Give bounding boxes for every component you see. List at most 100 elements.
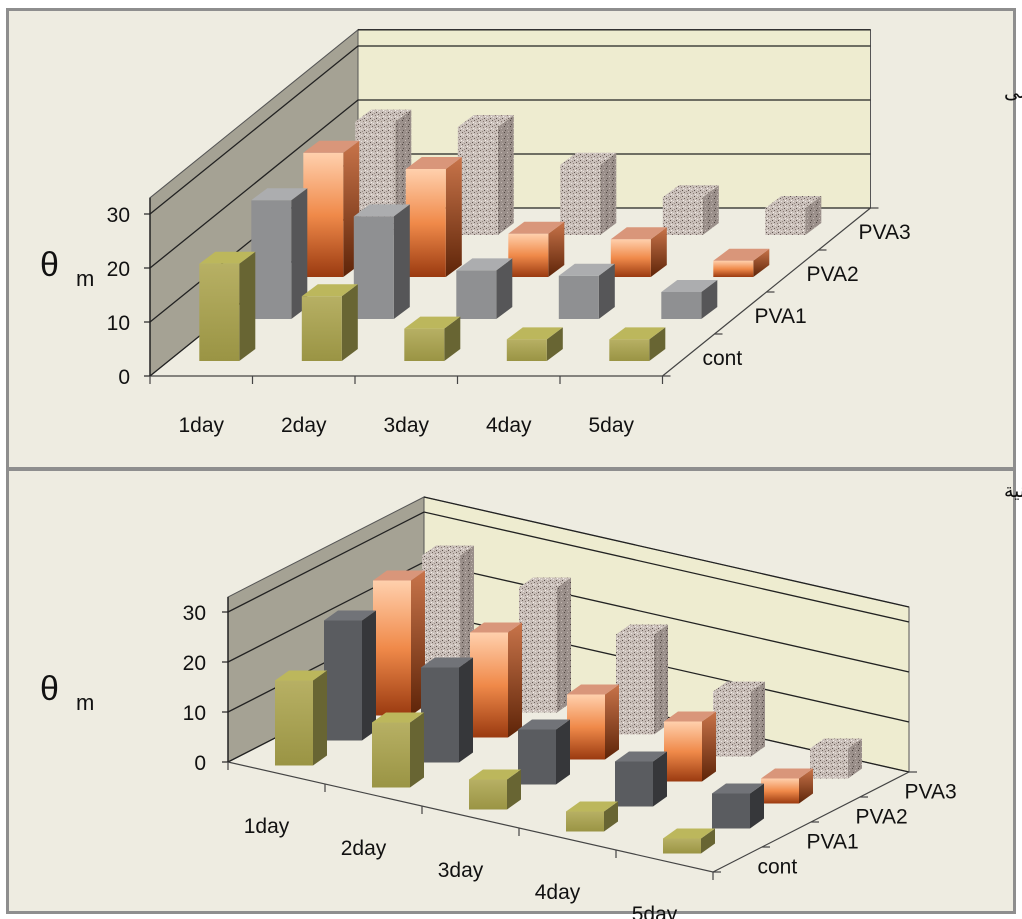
bar-front xyxy=(560,164,601,235)
bar-side xyxy=(799,768,813,804)
bar-top xyxy=(518,719,570,730)
bar-front xyxy=(661,292,702,319)
bar-PVA3-2day xyxy=(519,577,571,713)
bar-side xyxy=(410,712,424,788)
bar-cont-3day xyxy=(469,769,521,810)
bar-side xyxy=(605,684,619,760)
series-label: cont xyxy=(703,347,743,370)
series-label: PVA3 xyxy=(905,781,957,804)
bar-front xyxy=(609,339,650,361)
bar-top xyxy=(761,768,813,779)
gridline xyxy=(149,45,871,215)
category-label: 4day xyxy=(486,414,532,437)
bar-front xyxy=(457,127,498,235)
category-label: 3day xyxy=(383,414,429,437)
bar-top xyxy=(199,251,256,264)
bar-PVA1-3day xyxy=(456,258,513,319)
bar-PVA1-1day xyxy=(251,188,308,319)
y-tick-label: 20 xyxy=(183,652,206,675)
bar-top xyxy=(421,657,473,668)
bar-side xyxy=(702,185,719,235)
bar-PVA1-5day xyxy=(661,280,718,319)
category-label: 2day xyxy=(281,414,327,437)
bar-side xyxy=(848,738,862,779)
bar-PVA1-2day xyxy=(421,657,473,763)
bar-top xyxy=(616,624,668,635)
bar-top xyxy=(765,196,822,208)
bar-side xyxy=(445,157,462,277)
bar-top xyxy=(373,570,425,581)
bar-PVA3-3day xyxy=(560,152,617,235)
bar-front xyxy=(301,296,342,361)
bar-cont-2day xyxy=(301,284,358,361)
bar-side xyxy=(459,657,473,763)
bar-cont-5day xyxy=(609,327,666,361)
bar-top xyxy=(712,783,764,794)
bar-PVA2-4day xyxy=(664,711,716,782)
category-label: 2day xyxy=(341,837,387,860)
bar-top xyxy=(609,327,666,340)
bar-top xyxy=(456,258,513,271)
series-label: PVA3 xyxy=(859,221,911,244)
bar-side xyxy=(444,316,461,361)
series-label: cont xyxy=(758,856,798,879)
bar-PVA2-2day xyxy=(470,622,522,738)
bar-top xyxy=(457,115,514,127)
bar-top xyxy=(301,284,358,297)
bar-front xyxy=(422,555,460,691)
gridline xyxy=(149,99,871,269)
bar-side xyxy=(653,751,667,807)
bar-top xyxy=(566,801,618,812)
bar-top xyxy=(470,622,522,633)
bar-top xyxy=(324,610,376,621)
bar-PVA1-2day xyxy=(353,204,410,319)
bar-front xyxy=(663,838,701,854)
bar-front xyxy=(610,239,651,277)
bar-front xyxy=(712,793,750,829)
bar-front xyxy=(664,721,702,782)
bar-front xyxy=(405,169,446,277)
y-axis-label: θ xyxy=(40,246,59,284)
category-label: 1day xyxy=(178,414,224,437)
y-axis-label-subscript: m xyxy=(76,266,94,291)
bar-PVA1-5day xyxy=(712,783,764,829)
bar-side xyxy=(362,610,376,741)
y-tick-label: 30 xyxy=(183,602,206,625)
bar-PVA3-4day xyxy=(713,681,765,757)
bar-top xyxy=(251,188,308,201)
bar-PVA3-5day xyxy=(810,738,862,779)
bar-top xyxy=(469,769,521,780)
bar-side xyxy=(507,769,521,810)
bar-PVA2-1day xyxy=(303,140,360,277)
bar-top xyxy=(519,577,571,588)
y-axis-label: θ xyxy=(40,670,59,708)
bar-top xyxy=(303,140,360,153)
bar-PVA3-2day xyxy=(457,115,514,235)
bar-PVA1-3day xyxy=(518,719,570,785)
bar-front xyxy=(558,275,599,319)
bar-top xyxy=(662,185,719,198)
bar-side xyxy=(654,624,668,735)
bar-cont-4day xyxy=(566,801,618,832)
bar-PVA2-5day xyxy=(713,248,770,277)
bar-side xyxy=(556,719,570,785)
bar-side xyxy=(508,622,522,738)
bar-side xyxy=(649,327,666,361)
series-label: PVA2 xyxy=(807,263,859,286)
bar-top xyxy=(355,109,412,122)
chart-title: (أ) نهاية دورات الترطيب الأولى xyxy=(1004,79,1022,103)
bar-side xyxy=(650,227,667,277)
bar-top xyxy=(422,545,474,556)
chart-b: 0 10 20 30 1day 2day 3day 4day 5day cont PVA1PVA2P… xyxy=(40,480,1022,919)
bar-front xyxy=(372,722,410,788)
bar-side xyxy=(546,327,563,361)
bar-cont-1day xyxy=(275,670,327,766)
bar-front xyxy=(199,263,240,361)
bar-front xyxy=(713,260,754,277)
series-label: PVA1 xyxy=(807,831,859,854)
bar-side xyxy=(341,284,358,361)
bar-PVA2-3day xyxy=(508,221,565,277)
bar-front xyxy=(810,748,848,779)
series-label: PVA1 xyxy=(755,305,807,328)
category-label: 5day xyxy=(632,903,678,919)
